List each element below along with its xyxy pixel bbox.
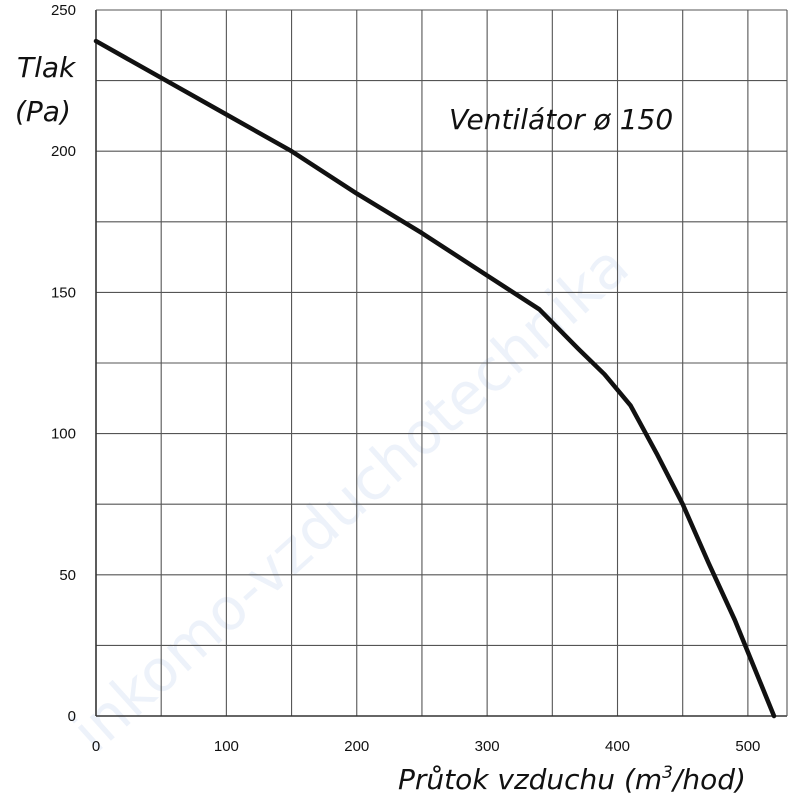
y-tick-label: 250 [51,2,76,19]
x-axis-label-main: Průtok vzduchu (m [398,763,662,796]
y-tick-label: 50 [59,567,76,584]
y-axis-label-line1: Tlak [17,51,77,84]
x-tick-label: 200 [344,738,369,755]
y-axis-label-line2: (Pa) [15,95,71,128]
grid-lines [96,10,787,716]
chart-title: Ventilátor ø 150 [449,103,673,136]
x-tick-label: 500 [735,738,760,755]
y-tick-label: 150 [51,284,76,301]
x-tick-label: 100 [214,738,239,755]
x-tick-label: 400 [605,738,630,755]
y-tick-labels: 0 50 100 150 200 250 [51,2,76,725]
x-tick-label: 300 [475,738,500,755]
plot-frame [95,9,788,717]
x-axis-label-superscript: 3 [662,763,673,783]
x-axis-label-tail: /hod) [670,763,746,796]
x-tick-label: 0 [92,738,100,755]
x-tick-labels: 0 100 200 300 400 500 [92,738,761,755]
y-tick-label: 200 [51,143,76,160]
series-group [93,38,777,719]
y-tick-label: 100 [51,426,76,443]
y-tick-label: 0 [68,708,76,725]
series-line-0 [93,38,777,719]
x-axis-label: Průtok vzduchu (m3/hod) [398,763,746,796]
